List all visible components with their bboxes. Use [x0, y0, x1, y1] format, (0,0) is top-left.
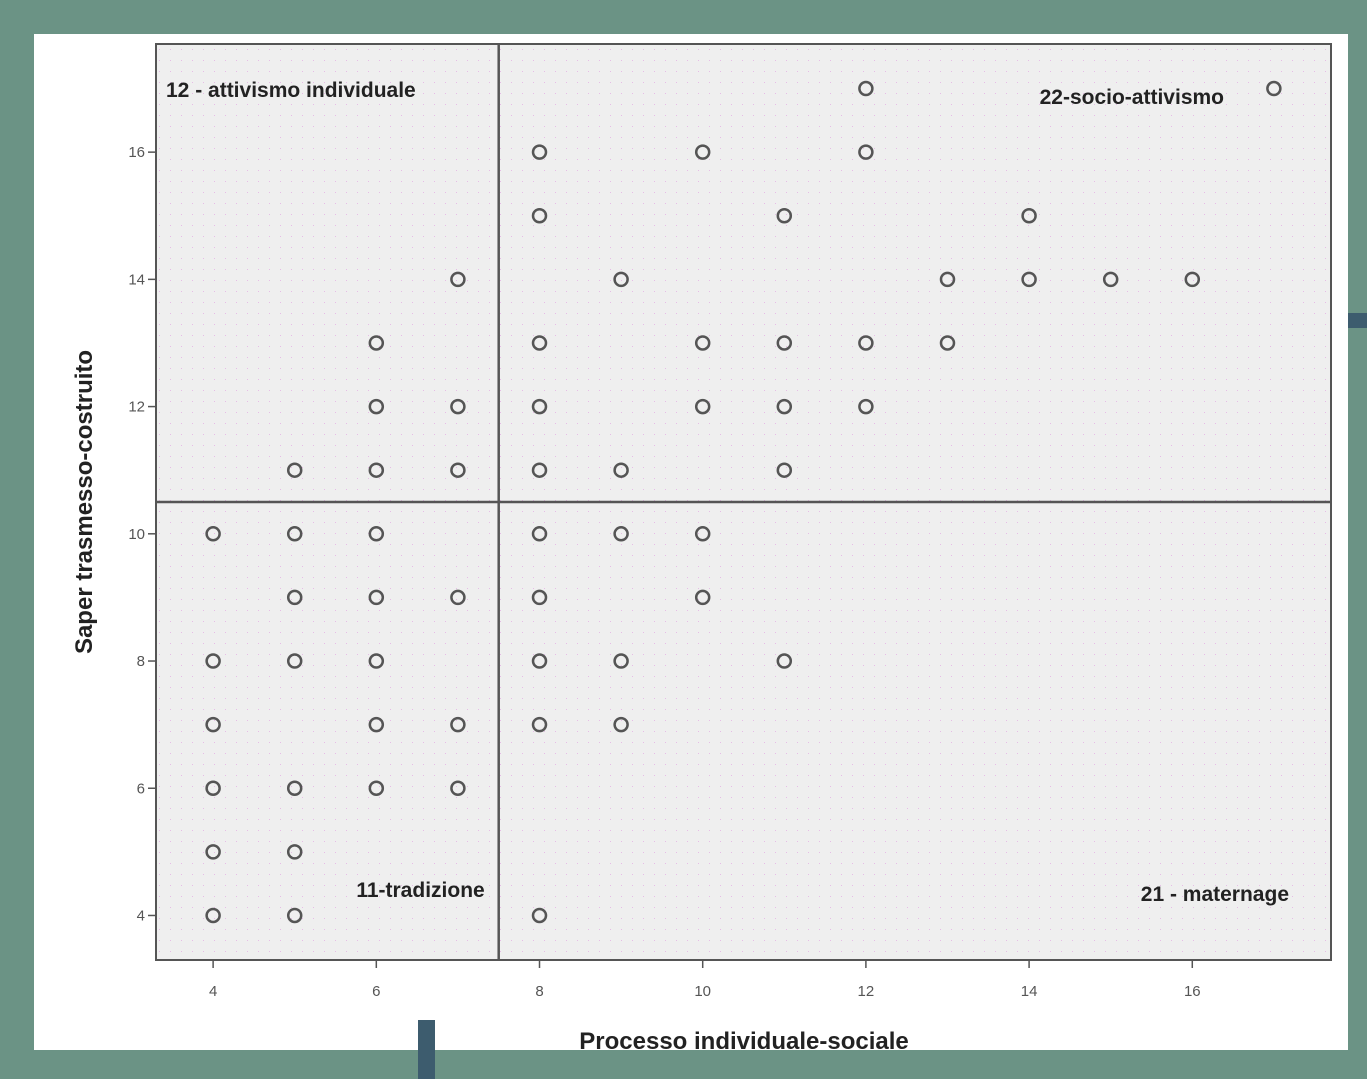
data-point [776, 462, 793, 478]
data-point [858, 398, 874, 415]
data-point [450, 462, 466, 478]
data-point [286, 462, 303, 478]
data-point [531, 716, 548, 733]
data-point [939, 335, 956, 351]
data-point [858, 335, 874, 351]
y-tick-label: 4 [137, 907, 145, 924]
data-point [939, 271, 956, 288]
data-point [531, 526, 548, 542]
data-point [205, 526, 221, 542]
data-point [286, 653, 303, 669]
data-point [450, 780, 466, 796]
y-tick-label: 14 [128, 271, 145, 288]
data-point [205, 780, 221, 796]
data-point [286, 844, 303, 860]
reference-lines [156, 44, 1331, 960]
y-axis: 4 6 8 10 12 14 16 [128, 144, 156, 924]
data-point [531, 653, 548, 669]
data-point [776, 398, 793, 415]
data-point [531, 589, 548, 606]
data-point [531, 335, 548, 351]
accent-bar-bottom [418, 1020, 435, 1079]
data-point [286, 589, 303, 606]
data-point [368, 526, 385, 542]
data-point [450, 716, 466, 733]
data-point [613, 462, 629, 478]
data-point [368, 716, 385, 733]
data-point [531, 398, 548, 415]
x-tick-label: 6 [372, 983, 380, 1000]
data-point [1102, 271, 1119, 288]
data-point [205, 844, 221, 860]
data-point [368, 780, 385, 796]
x-tick-label: 16 [1184, 983, 1201, 1000]
data-point [531, 907, 548, 924]
data-point [531, 208, 548, 224]
data-point [1021, 271, 1037, 288]
data-point [858, 144, 874, 160]
x-tick-label: 12 [858, 983, 875, 1000]
y-tick-label: 8 [137, 653, 145, 670]
x-tick-label: 8 [535, 983, 543, 1000]
data-point [1021, 208, 1037, 224]
x-tick-label: 14 [1021, 983, 1038, 1000]
accent-bar-right [1348, 313, 1367, 328]
y-axis-title: Saper trasmesso-costruito [71, 350, 98, 654]
data-point [1184, 271, 1201, 288]
data-point [205, 716, 221, 733]
data-point [286, 907, 303, 924]
data-point [368, 398, 385, 415]
plot-frame [155, 43, 1332, 961]
quadrant-labels: 12 - attivismo individuale 22-socio-attiv… [166, 79, 1289, 906]
quadrant-label-top-right: 22-socio-attivismo [1040, 86, 1224, 109]
x-tick-label: 10 [694, 983, 711, 1000]
data-point [286, 526, 303, 542]
y-tick-label: 16 [128, 144, 145, 161]
data-point [368, 653, 385, 669]
data-point [776, 208, 793, 224]
data-point [450, 398, 466, 415]
data-point [613, 653, 629, 669]
data-point [531, 462, 548, 478]
x-tick-label: 4 [209, 983, 217, 1000]
data-point [205, 653, 221, 669]
y-tick-label: 10 [128, 526, 145, 543]
data-point [613, 271, 629, 288]
data-point [450, 589, 466, 606]
y-tick-label: 12 [128, 399, 145, 416]
data-point [694, 526, 711, 542]
quadrant-label-top-left: 12 - attivismo individuale [166, 79, 416, 102]
y-tick-label: 6 [137, 780, 145, 797]
data-point [368, 335, 385, 351]
data-point [694, 335, 711, 351]
data-point [694, 589, 711, 606]
data-point [286, 780, 303, 796]
quadrant-label-bottom-left: 11-tradizione [356, 879, 484, 902]
x-axis-title: Processo individuale-sociale [579, 1028, 908, 1055]
data-point [694, 144, 711, 160]
data-point [1266, 80, 1282, 97]
data-point [613, 716, 629, 733]
data-points [205, 80, 1282, 924]
quadrant-label-bottom-right: 21 - maternage [1141, 883, 1289, 906]
x-axis: 4 6 8 10 12 14 16 [209, 960, 1201, 1000]
data-point [613, 526, 629, 542]
data-point [694, 398, 711, 415]
data-point [368, 589, 385, 606]
data-point [858, 80, 874, 97]
data-point [205, 907, 221, 924]
data-point [368, 462, 385, 478]
data-point [776, 335, 793, 351]
data-point [450, 271, 466, 288]
data-point [776, 653, 793, 669]
data-point [531, 144, 548, 160]
